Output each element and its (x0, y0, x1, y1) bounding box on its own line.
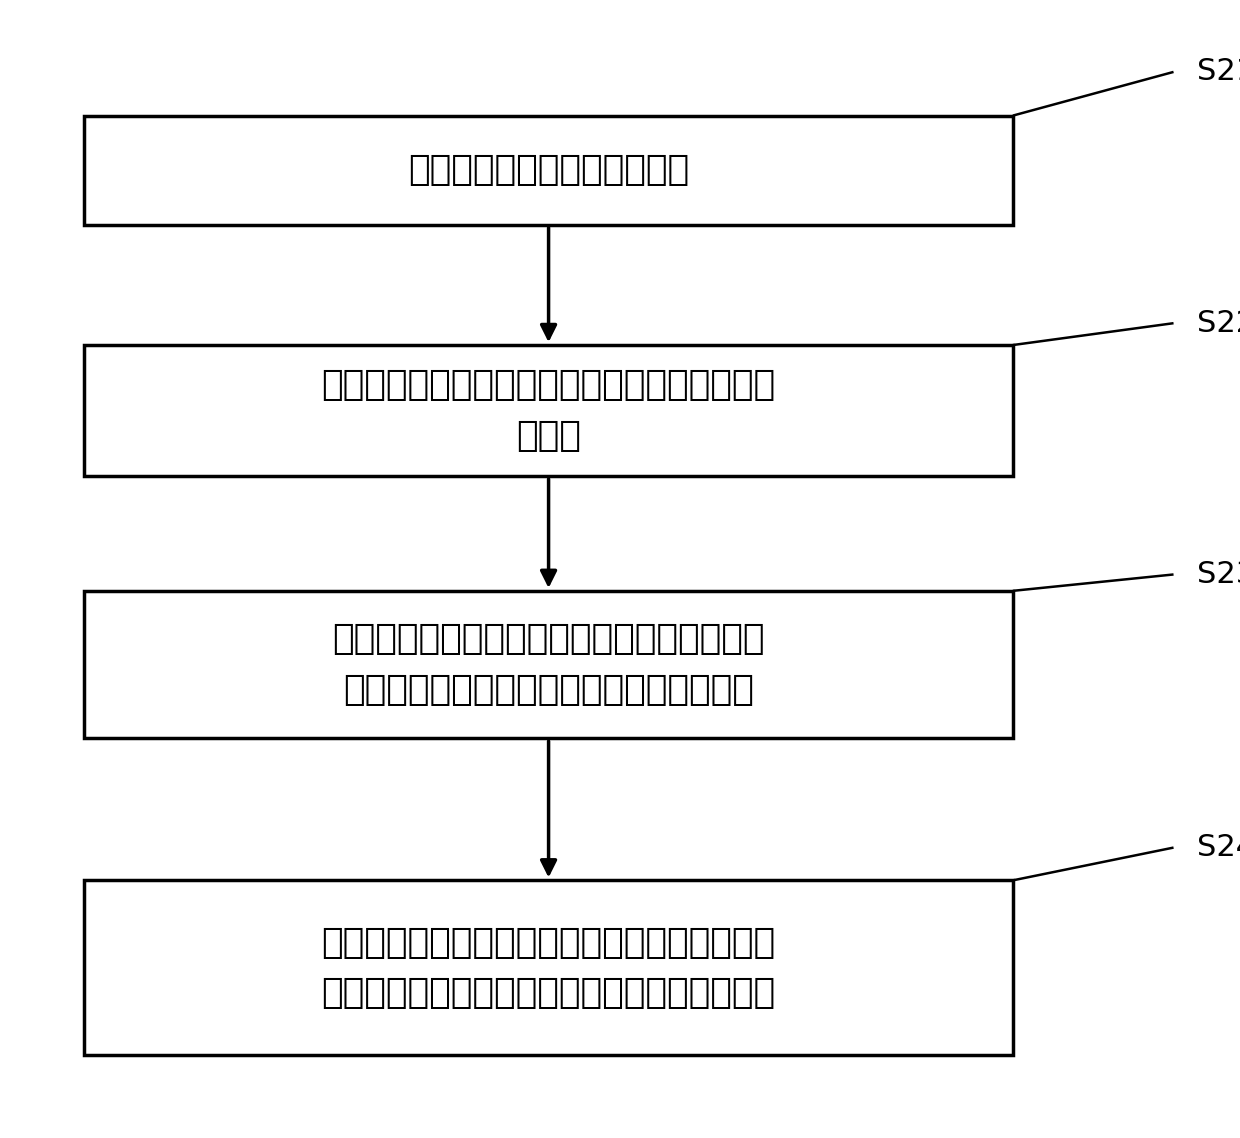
Text: 获取第一用户的第一用户信息: 获取第一用户的第一用户信息 (408, 154, 689, 188)
FancyBboxPatch shape (84, 116, 1013, 225)
FancyBboxPatch shape (84, 345, 1013, 476)
Text: 根据所述第一用户信息及知识图谱，生成第一特
征向量: 根据所述第一用户信息及知识图谱，生成第一特 征向量 (321, 369, 776, 453)
Text: S210: S210 (1198, 57, 1240, 86)
Text: S240: S240 (1198, 833, 1240, 863)
Text: 采用神经网络模型对所述第一特征向量进行处
理，确定多个功能针对所述第一用户的得分: 采用神经网络模型对所述第一特征向量进行处 理，确定多个功能针对所述第一用户的得分 (332, 622, 765, 707)
Text: S220: S220 (1198, 308, 1240, 338)
Text: 根据所述多个功能针对所述第一用户的得分，确
定所述多个功能中要向所述第一用户推荐的功能: 根据所述多个功能针对所述第一用户的得分，确 定所述多个功能中要向所述第一用户推荐… (321, 925, 776, 1009)
Text: S230: S230 (1198, 560, 1240, 589)
FancyBboxPatch shape (84, 881, 1013, 1055)
FancyBboxPatch shape (84, 591, 1013, 739)
